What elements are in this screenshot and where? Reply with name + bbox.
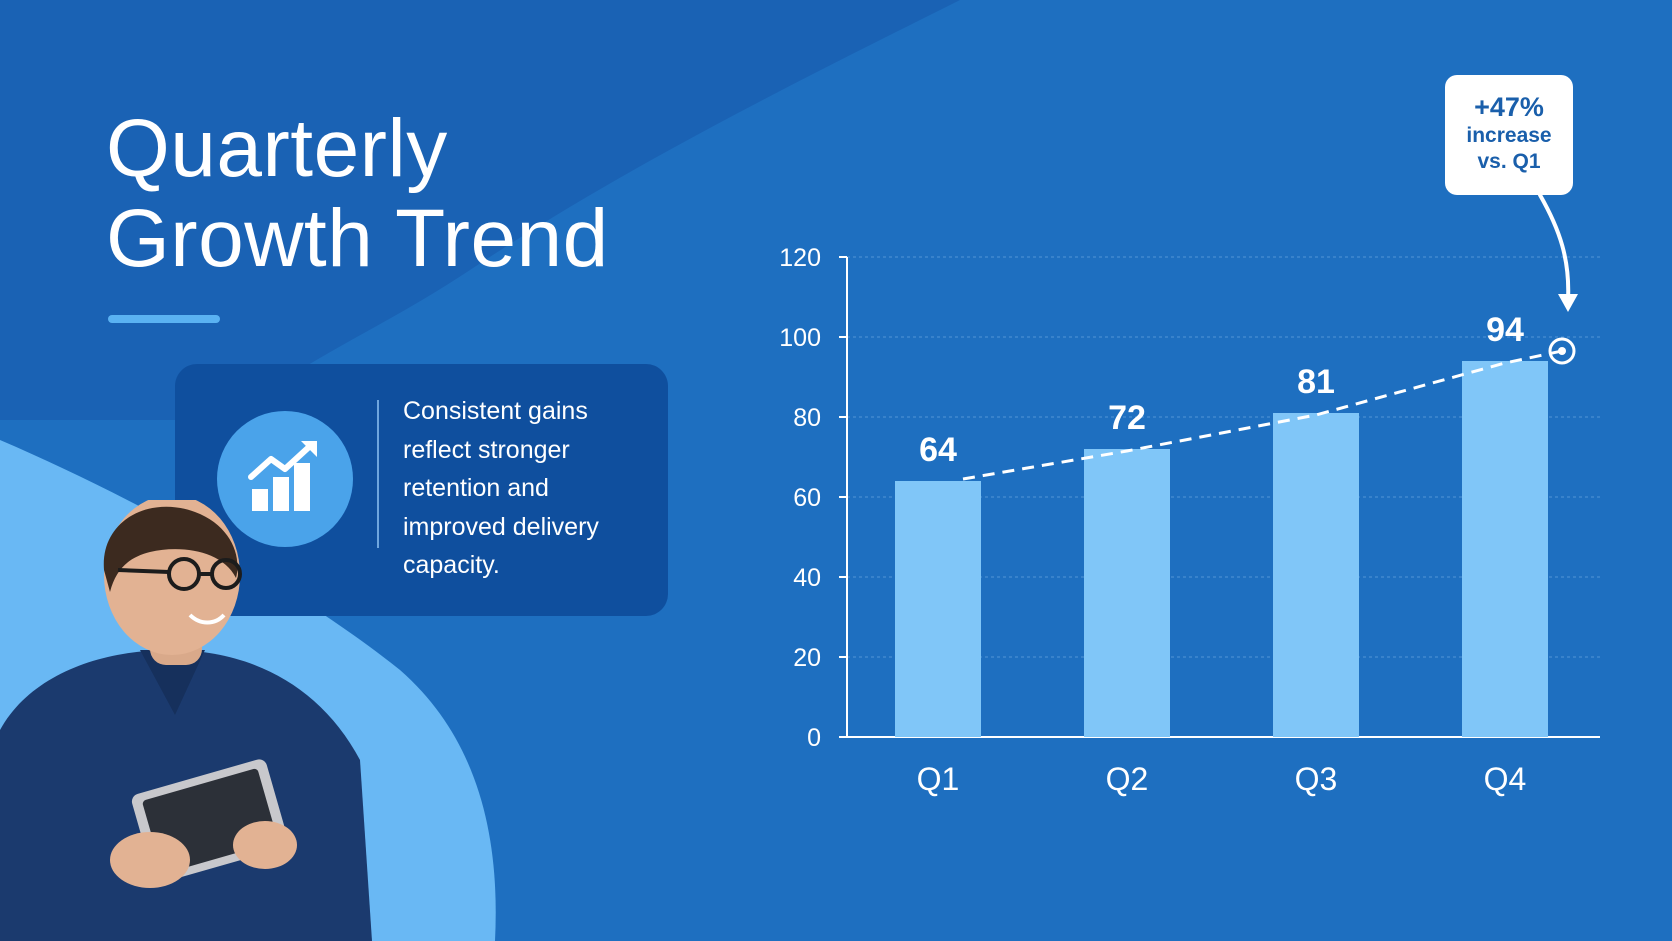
y-tick-label: 0 [807, 724, 821, 752]
bar [1273, 413, 1359, 737]
title-line-1: Quarterly [106, 103, 448, 194]
bar-chart: 0 20 40 60 80 100 120 64 Q1 72 Q2 81 Q3 94 Q4 [779, 244, 1600, 797]
growth-chart-icon [217, 411, 353, 547]
trend-line [962, 349, 1563, 481]
y-tick-label: 120 [779, 244, 821, 272]
data-label: 64 [919, 431, 957, 469]
y-tick-label: 60 [793, 484, 821, 512]
bar [1084, 449, 1170, 737]
title-line-2: Growth Trend [106, 193, 609, 284]
title-underline [108, 315, 220, 323]
data-label: 81 [1297, 363, 1335, 401]
x-tick-label: Q4 [1484, 761, 1527, 797]
card-divider [377, 400, 379, 548]
trend-end-dot [1558, 347, 1566, 355]
bar [895, 481, 981, 737]
growth-callout: +47% increase vs. Q1 [1445, 75, 1573, 195]
data-label: 72 [1108, 399, 1146, 437]
insight-card: Consistent gains reflect stronger retent… [175, 364, 668, 616]
x-tick-label: Q3 [1295, 761, 1338, 797]
callout-value: +47% [1474, 92, 1544, 122]
trend-end-marker [1548, 337, 1576, 365]
person-illustration [0, 500, 372, 941]
y-tick-label: 100 [779, 324, 821, 352]
x-tick-label: Q2 [1106, 761, 1149, 797]
callout-text-line-1: increase [1466, 124, 1552, 147]
x-tick-label: Q1 [917, 761, 960, 797]
callout-text-line-2: vs. Q1 [1477, 150, 1541, 173]
y-tick-label: 80 [793, 404, 821, 432]
bar [1462, 361, 1548, 737]
insight-text: Consistent gains reflect stronger retent… [403, 397, 599, 579]
y-tick-label: 40 [793, 564, 821, 592]
page-title: Quarterly Growth Trend [106, 104, 706, 284]
data-label: 94 [1486, 311, 1524, 349]
callout-arrow [1538, 193, 1578, 312]
y-tick-label: 20 [793, 644, 821, 672]
